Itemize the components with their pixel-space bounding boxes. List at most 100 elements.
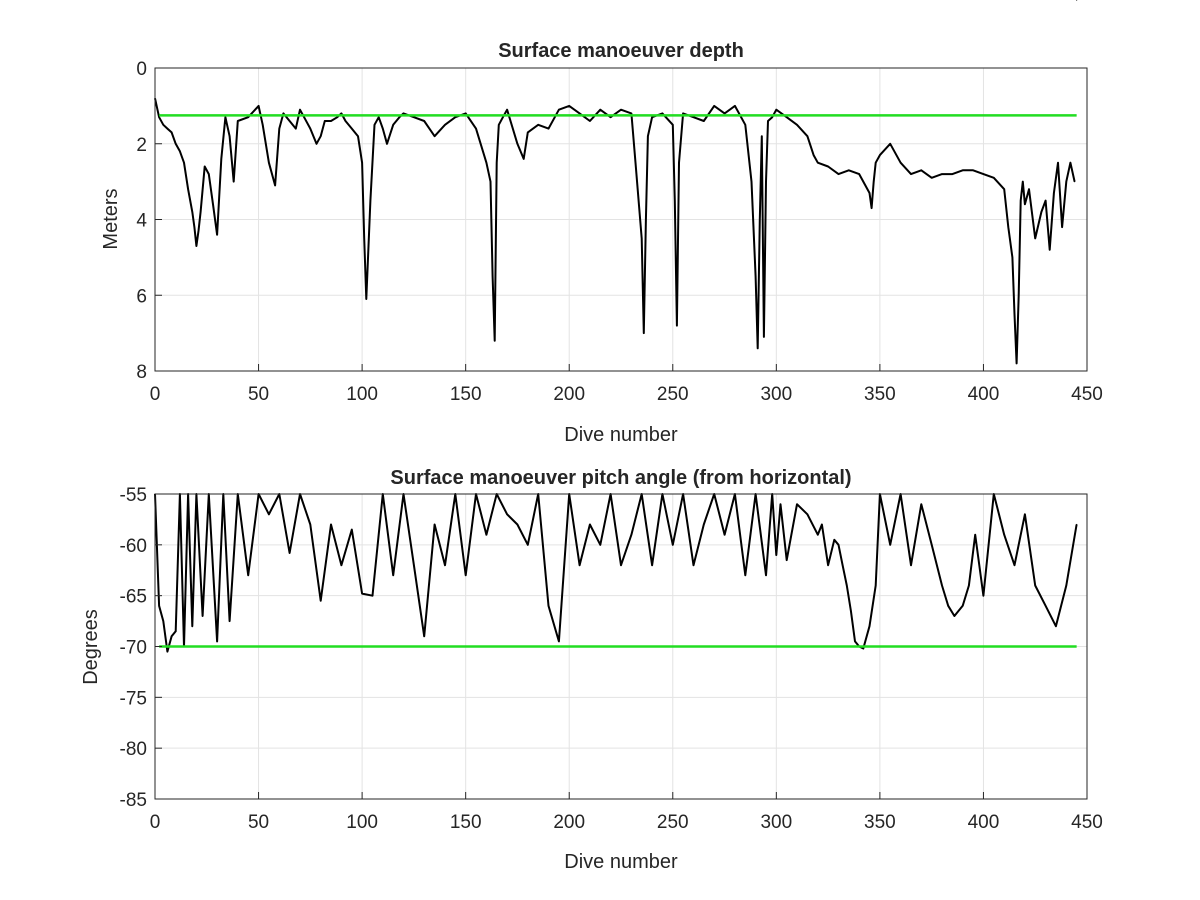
depth-data-point xyxy=(434,135,436,137)
depth-data-point xyxy=(920,169,922,171)
depth-data-point xyxy=(195,245,198,247)
depth-data-point xyxy=(1034,237,1036,240)
pitch-data-point xyxy=(775,554,777,556)
depth-data-point xyxy=(187,188,189,190)
pitch-x-tick-label: 200 xyxy=(553,812,585,833)
depth-data-point xyxy=(1073,181,1076,183)
depth-data-point xyxy=(193,226,195,228)
pitch-data-point xyxy=(1013,564,1016,566)
pitch-data-point xyxy=(351,528,353,531)
depth-data-point xyxy=(237,120,239,122)
pitch-data-point xyxy=(651,564,653,566)
depth-data-point xyxy=(516,143,519,145)
depth-data-point xyxy=(1013,313,1016,315)
depth-data-point xyxy=(1061,226,1063,228)
depth-data-point xyxy=(175,143,177,145)
pitch-data-point xyxy=(982,595,985,597)
depth-data-point xyxy=(166,128,169,130)
depth-data-point xyxy=(523,158,525,160)
pitch-title: Surface manoeuver pitch angle (from hori… xyxy=(390,467,851,489)
pitch-data-point xyxy=(330,523,332,526)
depth-data-point xyxy=(723,112,726,115)
depth-y-tick-label: 8 xyxy=(136,362,147,383)
depth-series xyxy=(154,0,1078,365)
depth-data-point xyxy=(208,173,210,175)
pitch-data-point xyxy=(423,635,425,637)
depth-x-tick-label: 250 xyxy=(657,384,689,405)
depth-y-tick-label: 4 xyxy=(136,211,147,232)
depth-data-point xyxy=(1018,294,1020,296)
pitch-data-point xyxy=(516,523,519,526)
pitch-data-point xyxy=(968,584,970,587)
depth-data-point xyxy=(982,173,985,175)
depth-data-point xyxy=(1022,181,1024,183)
depth-data-point xyxy=(179,150,181,152)
depth-data-point xyxy=(755,275,757,277)
depth-data-point xyxy=(630,112,632,115)
depth-data-point xyxy=(1053,192,1055,194)
depth-data-point xyxy=(763,336,765,338)
depth-data-point xyxy=(767,120,769,122)
depth-data-point xyxy=(303,116,305,118)
depth-data-point xyxy=(972,169,974,171)
pitch-data-point xyxy=(1055,625,1057,627)
depth-data-point xyxy=(796,124,798,126)
pitch-data-point xyxy=(434,523,436,526)
depth-data-point xyxy=(661,112,664,115)
depth-data-point xyxy=(951,173,953,175)
depth-data-point xyxy=(309,128,311,130)
depth-data-point xyxy=(757,347,759,349)
pitch-x-tick-label: 0 xyxy=(150,812,161,833)
depth-data-point xyxy=(641,237,643,240)
pitch-data-point xyxy=(833,539,835,541)
pitch-data-point xyxy=(744,574,746,576)
pitch-data-point xyxy=(692,564,695,566)
depth-data-point xyxy=(672,124,674,126)
depth-data-point xyxy=(373,124,376,126)
depth-data-point xyxy=(786,116,788,118)
pitch-data-point xyxy=(672,544,674,546)
depth-data-point xyxy=(351,128,353,130)
pitch-data-point xyxy=(1003,534,1005,536)
pitch-data-point xyxy=(166,650,169,653)
pitch-data-point xyxy=(247,574,249,576)
depth-data-point xyxy=(589,120,591,122)
pitch-data-point xyxy=(889,544,891,546)
depth-data-point xyxy=(162,124,164,126)
depth-data-point xyxy=(578,112,581,115)
pitch-data-point xyxy=(868,625,871,627)
depth-data-point xyxy=(806,135,809,137)
depth-data-point xyxy=(962,169,964,171)
depth-data-point xyxy=(491,275,494,277)
pitch-data-point xyxy=(465,574,467,576)
depth-data-point xyxy=(837,173,840,175)
pitch-data-point xyxy=(444,564,446,566)
depth-x-tick-label: 100 xyxy=(346,384,378,405)
depth-x-axis-label: Dive number xyxy=(564,424,678,446)
pitch-y-tick-label: -60 xyxy=(120,536,147,557)
depth-data-point xyxy=(993,177,995,179)
depth-x-tick-label: 150 xyxy=(450,384,482,405)
depth-data-point xyxy=(1024,203,1026,205)
pitch-y-tick-label: -80 xyxy=(120,739,147,760)
depth-data-point xyxy=(220,158,222,160)
depth-data-point xyxy=(775,109,777,111)
pitch-data-point xyxy=(191,625,193,627)
pitch-x-axis-label: Dive number xyxy=(564,851,678,873)
depth-x-tick-label: 200 xyxy=(553,384,585,405)
pitch-data-point xyxy=(947,605,949,607)
depth-y-tick-label: 2 xyxy=(136,135,147,156)
depth-data-point xyxy=(761,135,763,137)
depth-data-point xyxy=(713,105,715,107)
pitch-data-point xyxy=(821,523,823,526)
depth-data-point xyxy=(344,120,347,122)
depth-data-point xyxy=(413,116,415,118)
depth-data-point xyxy=(647,135,649,137)
pitch-data-point xyxy=(578,564,581,566)
depth-data-point xyxy=(170,131,173,133)
depth-data-point xyxy=(363,237,365,240)
pitch-data-point xyxy=(371,595,374,597)
depth-data-point xyxy=(931,177,933,179)
depth-data-point xyxy=(320,135,322,137)
depth-data-point xyxy=(423,120,425,122)
